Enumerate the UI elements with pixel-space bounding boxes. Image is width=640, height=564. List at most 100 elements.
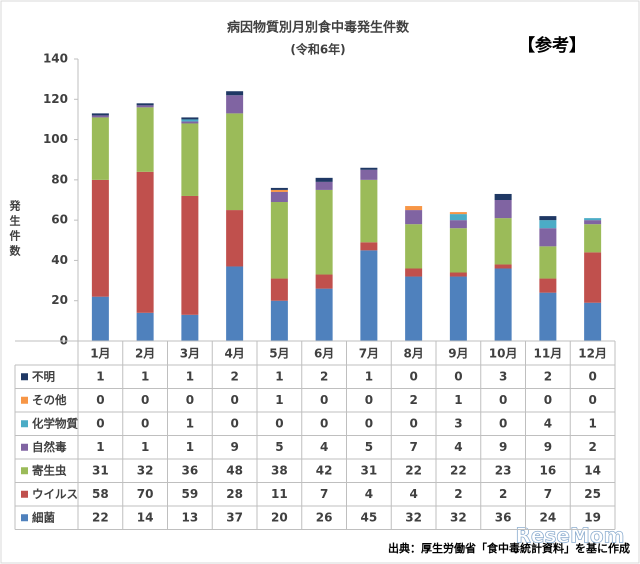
x-tick-label: 3月 [180,347,200,361]
bar-segment [315,181,333,190]
x-tick-label: 2月 [135,347,155,361]
bar-segment [494,268,512,341]
table-value: 1 [96,369,104,383]
x-tick-label: 4月 [224,347,244,361]
table-value: 1 [186,416,194,430]
table-value: 32 [137,463,154,477]
bar-segment [449,228,467,273]
legend-label: 化学物質 [32,416,78,430]
bar-segment [315,288,333,341]
table-value: 13 [182,510,199,524]
chart-subtitle: (令和6年) [290,42,345,57]
legend-label: 細菌 [32,510,55,524]
table-value: 0 [186,393,194,407]
bar-segment [494,218,512,265]
bar-segment [181,314,199,341]
legend-swatch [21,490,28,498]
bar-segment [449,214,467,221]
table-value: 0 [320,393,328,407]
table-value: 4 [320,440,328,454]
bar-segment [494,193,512,200]
table-value: 70 [137,487,154,501]
x-tick-label: 6月 [314,347,334,361]
bar-segment [539,220,557,229]
bar-segment [91,296,109,341]
table-value: 14 [584,463,601,477]
x-tick-label: 12月 [578,347,607,361]
bar-segment [270,202,288,279]
table-value: 0 [96,416,104,430]
table-value: 2 [544,369,552,383]
bar-segment [449,212,467,215]
y-axis-label: 発生件数 [8,199,22,260]
bar-segment [91,115,109,118]
table-value: 4 [365,487,373,501]
bar-segment [584,224,602,253]
table-value: 7 [409,440,417,454]
bar-segment [91,113,109,116]
x-tick-label: 1月 [90,347,110,361]
table-value: 32 [405,510,422,524]
table-value: 42 [316,463,333,477]
bar-segment [270,189,288,192]
bar-segment [91,179,109,297]
table-value: 5 [365,440,373,454]
table-value: 0 [588,369,596,383]
legend-swatch [21,443,28,451]
table-value: 2 [588,440,596,454]
bar-segment [539,228,557,247]
x-tick-label: 8月 [403,347,423,361]
table-value: 9 [544,440,552,454]
bar-segment [270,300,288,341]
bar-segment [449,272,467,277]
bar-segment [405,268,423,277]
bar-segment [91,117,109,180]
table-value: 3 [499,369,507,383]
table-value: 1 [275,393,283,407]
table-value: 19 [584,510,601,524]
table-value: 37 [226,510,243,524]
bar-segment [449,220,467,229]
table-value: 7 [320,487,328,501]
y-tick-label: 40 [51,253,68,267]
y-tick-label: 60 [51,213,68,227]
table-value: 0 [275,416,283,430]
bar-segment [494,264,512,269]
bar-segment [539,216,557,221]
table-value: 1 [588,416,596,430]
table-value: 1 [141,369,149,383]
bar-segment [584,252,602,303]
x-tick-label: 7月 [359,347,379,361]
table-value: 24 [540,510,557,524]
table-value: 32 [450,510,467,524]
table-value: 0 [96,393,104,407]
table-value: 1 [275,369,283,383]
y-tick-label: 120 [43,92,68,106]
bar-segment [226,91,244,96]
bar-segment [584,302,602,341]
legend-swatch [21,420,28,428]
table-value: 0 [409,416,417,430]
table-value: 22 [450,463,467,477]
table-value: 1 [186,369,194,383]
table-value: 4 [544,416,552,430]
bar-segment [181,117,199,120]
bar-segment [136,103,154,106]
bar-segment [226,95,244,114]
bar-segment [360,250,378,341]
legend-label: 不明 [32,369,55,383]
table-value: 1 [365,369,373,383]
table-value: 20 [271,510,288,524]
bar-segment [181,121,199,124]
x-tick-label: 10月 [489,347,518,361]
x-tick-label: 5月 [269,347,289,361]
bar-segment [584,220,602,225]
table-value: 38 [271,463,288,477]
table-value: 31 [361,463,378,477]
bar-segment [584,218,602,221]
bar-segment [360,179,378,243]
table-value: 2 [320,369,328,383]
table-value: 22 [92,510,109,524]
bar-segment [539,278,557,293]
table-value: 36 [182,463,199,477]
